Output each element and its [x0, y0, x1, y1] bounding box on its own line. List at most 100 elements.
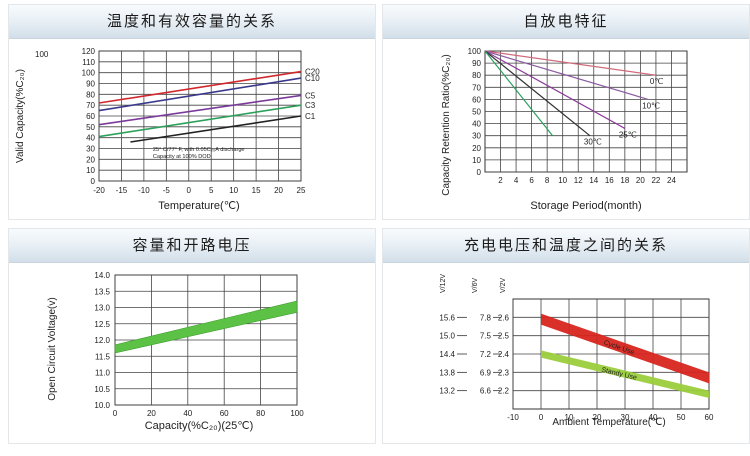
- x-tick-label: 24: [667, 176, 676, 185]
- x-tick-label: 2: [498, 176, 503, 185]
- capacity-voltage-chart: 0 20 40 60 80 100 10.0 10.5 11.0 11.5 12.0 12.5 13.0…: [47, 271, 304, 432]
- x-tick-label: 10: [565, 413, 574, 422]
- y-tick-label: 12.5: [94, 320, 110, 329]
- y-tick-label: 10: [472, 156, 481, 165]
- x-tick-label: 20: [636, 176, 645, 185]
- series-label: 30℃: [584, 138, 602, 147]
- voltage-band: [114, 300, 298, 354]
- y-tick-label: 10: [86, 166, 95, 175]
- x-axis-label: Temperature(℃): [158, 200, 239, 212]
- series-label: 0℃: [650, 77, 663, 86]
- series-label: C20: [305, 68, 320, 77]
- y-tick-label-12v: 15.0: [439, 332, 455, 341]
- x-tick-label: 0: [187, 186, 192, 195]
- y-tick-label-12v: 14.4: [439, 350, 455, 359]
- y-tick-label: 0: [477, 168, 482, 177]
- y-tick-label-2v: 2.6: [498, 313, 510, 322]
- y-tick-label: 90: [472, 59, 481, 68]
- series-label: C1: [305, 112, 316, 121]
- x-tick-label: 30: [621, 413, 630, 422]
- series-line: [484, 50, 657, 76]
- self-discharge-chart: 2 4 6 8 10 12 14 16 18 20 22 2401020304050607080901…: [441, 47, 688, 212]
- y-tick-label: 60: [86, 112, 95, 121]
- y-tick-label: 90: [86, 80, 95, 89]
- y-tick-label: 11.5: [95, 352, 111, 361]
- y-tick-label: 10.5: [94, 385, 110, 394]
- series-line: [484, 50, 554, 137]
- y-tick-label-6v: 7.8: [480, 313, 492, 322]
- y-tick-label: 14.0: [94, 271, 110, 280]
- x-tick-label: 40: [183, 409, 192, 418]
- x-tick-label: -20: [93, 186, 105, 195]
- series-label: C10: [305, 74, 320, 83]
- y-tick-label: 70: [472, 83, 481, 92]
- x-tick-label: 20: [147, 409, 156, 418]
- panel-title: 温度和有效容量的关系: [9, 5, 375, 39]
- band-cycle-use: [541, 313, 709, 384]
- x-tick-label: 20: [274, 186, 283, 195]
- y-tick-label: 12.0: [94, 336, 110, 345]
- x-tick-label: 22: [651, 176, 660, 185]
- x-tick-label: 10: [229, 186, 238, 195]
- x-tick-label: 4: [514, 176, 519, 185]
- temperature-capacity-chart: -20 -15 -10 -5 0 5 10 15 20 250102030405060708090…: [15, 47, 320, 212]
- series-label: C5: [305, 91, 316, 100]
- charge-voltage-temperature-chart: -10 0 10 20 30 40 50 60 2.2 6.6 13.2 2.3 6.9 13.8 2.4 7…: [439, 274, 714, 428]
- y-tick-label: 13.0: [94, 304, 110, 313]
- y-tick-label: 20: [472, 144, 481, 153]
- x-tick-label: -15: [116, 186, 128, 195]
- y-axis-unit-label: V/2V: [500, 277, 507, 293]
- series-line-c10: [98, 77, 302, 112]
- y-tick-label-12v: 13.2: [439, 387, 455, 396]
- y-tick-label: 80: [472, 71, 481, 80]
- series-line: [484, 50, 591, 137]
- x-tick-label: 18: [620, 176, 629, 185]
- x-tick-label: 0: [539, 413, 544, 422]
- x-tick-label: 60: [705, 413, 714, 422]
- panel-title: 充电电压和温度之间的关系: [383, 229, 749, 263]
- x-tick-label: 25: [297, 186, 306, 195]
- x-axis-label: Ambient Temperature(℃): [552, 417, 665, 428]
- y-axis-label: Capacity Retention Ratio(%C₂₀): [441, 54, 452, 195]
- y-axis-unit-label: V/12V: [440, 274, 447, 293]
- y-tick-label-12v: 13.8: [439, 368, 455, 377]
- y-tick-label: 10.0: [94, 401, 110, 410]
- y-tick-label-2v: 2.4: [498, 350, 510, 359]
- series-line-c3: [98, 104, 302, 138]
- series-label: 25℃: [619, 130, 637, 139]
- y-tick-label: 50: [472, 108, 481, 117]
- y-tick-label-2v: 2.5: [498, 332, 510, 341]
- y-extra-label: 100: [35, 50, 49, 59]
- x-tick-label: 40: [649, 413, 658, 422]
- x-tick-label: 100: [290, 409, 304, 418]
- series-label: C3: [305, 101, 316, 110]
- capacity-voltage-panel: 容量和开路电压 0 20 40 60 80 100 10.0 10.5 11.0 11.5 12.0…: [8, 228, 376, 444]
- y-tick-label: 120: [82, 47, 96, 56]
- series-line-c5: [98, 94, 302, 126]
- y-tick-label: 40: [86, 134, 95, 143]
- x-tick-label: -5: [163, 186, 171, 195]
- y-tick-label-6v: 6.9: [480, 368, 492, 377]
- x-axis-label: Capacity(%C₂₀)(25℃): [145, 420, 254, 432]
- annotation-line-2: Capacity at 100% DOD: [153, 154, 211, 160]
- series-line-c1: [130, 115, 302, 143]
- series-line-c20: [98, 70, 302, 104]
- y-tick-label: 110: [82, 58, 95, 67]
- y-tick-label: 11.0: [95, 369, 111, 378]
- y-tick-label: 50: [86, 123, 95, 132]
- y-tick-label: 100: [468, 47, 482, 56]
- self-discharge-panel: 自放电特征 2 4 6 8 10 12 14 16 18 20 22 24 0 10 20 30 40 50 60 7…: [382, 4, 750, 220]
- y-axis-label: Open Circuit Voltage(v): [47, 297, 58, 400]
- x-tick-label: -10: [138, 186, 150, 195]
- x-tick-label: 16: [605, 176, 614, 185]
- series-line: [484, 50, 626, 129]
- y-tick-label: 30: [86, 145, 95, 154]
- series-label: 10℃: [642, 101, 660, 110]
- y-tick-label-6v: 6.6: [480, 387, 492, 396]
- y-tick-label: 80: [86, 90, 95, 99]
- y-tick-label-2v: 2.3: [498, 368, 510, 377]
- y-axis-unit-label: V/6V: [472, 277, 479, 293]
- y-tick-label: 100: [82, 69, 96, 78]
- x-tick-label: 50: [677, 413, 686, 422]
- y-tick-label-6v: 7.5: [480, 332, 492, 341]
